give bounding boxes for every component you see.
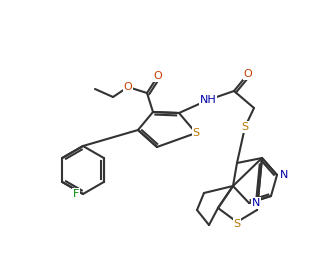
Text: O: O (124, 82, 132, 92)
Text: O: O (154, 71, 162, 81)
Text: F: F (73, 189, 79, 199)
Text: N: N (280, 170, 288, 180)
Text: N: N (252, 198, 260, 208)
Text: N: N (252, 198, 260, 208)
Text: S: S (241, 122, 249, 132)
Text: NH: NH (200, 95, 216, 105)
Text: S: S (233, 219, 241, 229)
Text: S: S (192, 128, 200, 138)
Text: O: O (244, 69, 252, 79)
Text: S: S (233, 219, 241, 229)
Text: NH: NH (200, 95, 216, 105)
Text: O: O (154, 71, 162, 81)
Text: F: F (73, 189, 79, 199)
Text: S: S (192, 128, 200, 138)
Text: O: O (124, 82, 132, 92)
Text: S: S (241, 122, 249, 132)
Text: O: O (244, 69, 252, 79)
Text: N: N (280, 170, 288, 180)
